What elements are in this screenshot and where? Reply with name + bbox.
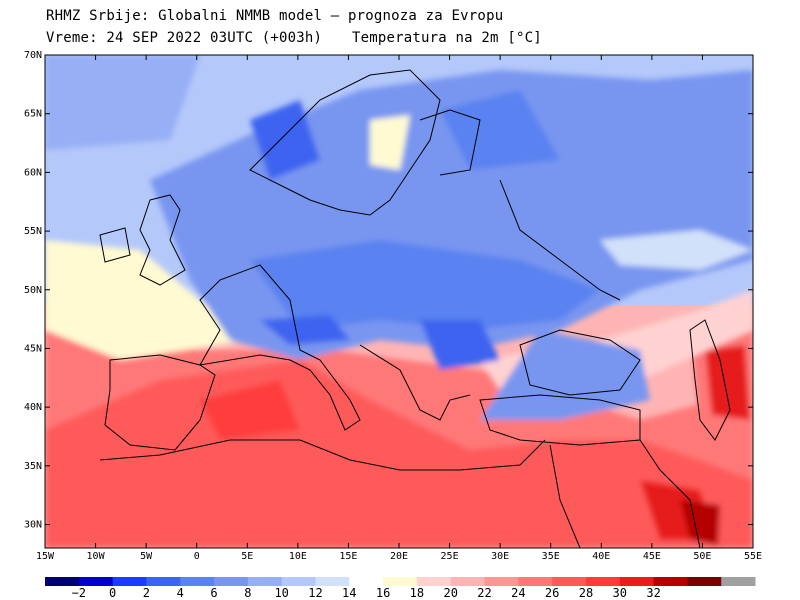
coastlines	[99, 69, 731, 548]
lat-tick-label: 70N	[24, 50, 42, 61]
colorbar-label: 6	[210, 586, 217, 600]
colorbar-label: 10	[274, 586, 288, 600]
lat-tick-label: 50N	[24, 285, 42, 296]
colorbar-label: 14	[342, 586, 356, 600]
colorbar-swatch	[585, 577, 621, 586]
lon-tick-label: 40E	[592, 551, 610, 562]
colorbar-swatch	[653, 577, 688, 586]
valid-time: Vreme: 24 SEP 2022 03UTC (+003h)	[46, 30, 323, 46]
lon-tick-label: 50E	[693, 551, 711, 562]
colorbar-label: 28	[579, 586, 593, 600]
colorbar-label: 30	[613, 586, 627, 600]
lon-tick-label: 55E	[744, 551, 762, 562]
lon-tick-label: 20E	[390, 551, 408, 562]
colorbar-swatch	[721, 577, 756, 586]
colorbar-label: 0	[109, 586, 116, 600]
field-name: Temperatura na 2m [°C]	[352, 30, 542, 46]
colorbar-swatch	[552, 577, 587, 586]
colorbar-label: 16	[376, 586, 390, 600]
colorbar-swatch	[78, 577, 114, 586]
lon-tick-label: 35E	[542, 551, 560, 562]
lat-tick-label: 30N	[24, 520, 42, 531]
longitude-axis: 15W 10W 5W 0 5E 10E 15E 20E 25E 30E 35E 40E 45E 50E 55…	[36, 55, 762, 562]
colorbar-swatch	[450, 577, 486, 586]
colorbar-label: 26	[545, 586, 559, 600]
colorbar-swatch	[518, 577, 553, 586]
lon-tick-label: 10E	[289, 551, 307, 562]
lon-tick-label: 15E	[339, 551, 357, 562]
colorbar-swatch	[315, 577, 350, 586]
lon-tick-label: 10W	[87, 551, 106, 562]
lat-tick-label: 60N	[24, 167, 42, 178]
lat-tick-label: 65N	[24, 109, 42, 120]
colorbar-swatch	[180, 577, 215, 586]
lon-tick-label: 45E	[643, 551, 661, 562]
colorbar-swatch	[383, 577, 418, 586]
lat-tick-label: 35N	[24, 461, 42, 472]
colorbar-label: 4	[177, 586, 184, 600]
colorbar-swatch	[349, 577, 384, 586]
colorbar-swatch	[484, 577, 519, 586]
colorbar-swatch	[112, 577, 147, 586]
colorbar-swatch	[619, 577, 655, 586]
colorbar-swatch	[281, 577, 316, 586]
colorbar	[45, 577, 756, 586]
colorbar-label: 2	[143, 586, 150, 600]
lat-tick-label: 45N	[24, 343, 42, 354]
lon-tick-label: 30E	[491, 551, 509, 562]
colorbar-label: 18	[410, 586, 424, 600]
lon-tick-label: 0	[194, 551, 200, 562]
colorbar-label: −2	[72, 586, 86, 600]
colorbar-label: 8	[244, 586, 251, 600]
map-title: RHMZ Srbije: Globalni NMMB model — progn…	[46, 8, 504, 24]
colorbar-swatch	[416, 577, 452, 586]
latitude-axis: 30N 35N 40N 45N 50N 55N 60N 65N 70N	[24, 50, 753, 531]
colorbar-labels: −2 0 2 4 6 8 10 12 14 16 18 20 22 24 26 28 30 32	[72, 586, 661, 600]
temperature-field	[45, 55, 753, 548]
colorbar-label: 22	[477, 586, 491, 600]
lat-tick-label: 55N	[24, 226, 42, 237]
colorbar-swatch	[247, 577, 283, 586]
colorbar-label: 32	[646, 586, 660, 600]
lon-tick-label: 25E	[441, 551, 459, 562]
colorbar-swatch	[214, 577, 249, 586]
colorbar-swatch	[45, 577, 80, 586]
lon-tick-label: 5W	[140, 551, 153, 562]
colorbar-label: 24	[511, 586, 525, 600]
lon-tick-label: 15W	[36, 551, 55, 562]
lat-tick-label: 40N	[24, 402, 42, 413]
colorbar-label: 12	[308, 586, 322, 600]
lon-tick-label: 5E	[241, 551, 253, 562]
colorbar-label: 20	[443, 586, 457, 600]
colorbar-swatch	[687, 577, 722, 586]
colorbar-swatch	[146, 577, 181, 586]
